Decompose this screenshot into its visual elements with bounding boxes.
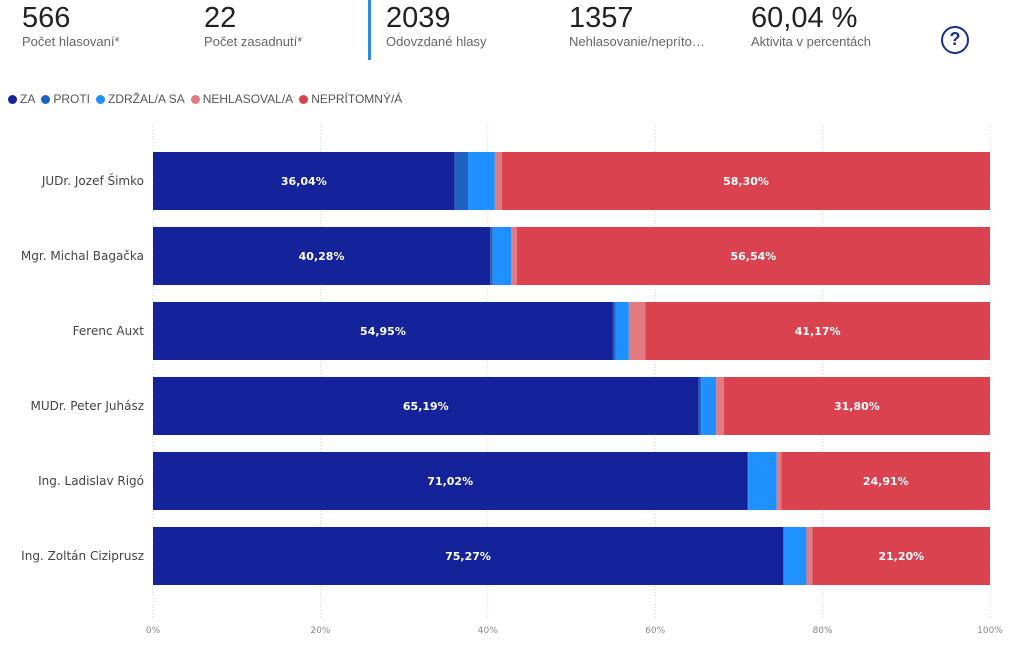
- kpi-activity-percent: 60,04 % Aktivita v percentách: [751, 2, 871, 50]
- bar-segment: [612, 302, 616, 360]
- legend-item-za[interactable]: ZA: [8, 92, 35, 106]
- legend-swatch: [8, 94, 17, 104]
- data-label: 31,80%: [834, 400, 880, 413]
- bar-segment: [776, 452, 782, 510]
- legend-label: ZDRŽAL/A SA: [108, 92, 185, 106]
- x-tick-label: 100%: [977, 626, 1003, 636]
- bar-segment: [615, 302, 629, 360]
- chart-legend: ZA PROTI ZDRŽAL/A SA NEHLASOVAL/A NEPRÍT…: [8, 90, 408, 108]
- kpi-cast-votes: 2039 Odovzdané hlasy: [386, 2, 486, 50]
- kpi-value: 60,04 %: [751, 2, 858, 34]
- bar-segment: [492, 227, 512, 285]
- category-label: Ing. Zoltán Ciziprusz: [21, 549, 144, 563]
- bar-segment: [490, 227, 493, 285]
- bar-segment: [645, 302, 990, 360]
- legend-swatch: [299, 94, 309, 104]
- bar-segment: [153, 227, 491, 285]
- legend-label: NEPRÍTOMNÝ/Á: [311, 92, 403, 106]
- bar-segment: [781, 452, 990, 510]
- bar-segment: [502, 152, 990, 210]
- bar-segment: [153, 152, 455, 210]
- bar-segment: [806, 527, 813, 585]
- bar-segment: [511, 227, 517, 285]
- kpi-label: Aktivita v percentách: [751, 34, 871, 49]
- legend-swatch: [96, 94, 106, 104]
- data-label: 71,02%: [427, 475, 473, 488]
- bar-segment: [516, 227, 990, 285]
- bar-segment: [628, 302, 646, 360]
- bar-segment: [153, 527, 784, 585]
- legend-swatch: [190, 94, 200, 104]
- bar-segment: [153, 302, 613, 360]
- bar-segment: [454, 152, 469, 210]
- x-tick-label: 0%: [146, 626, 161, 636]
- data-label: 58,30%: [723, 175, 769, 188]
- kpi-divider: [368, 0, 371, 60]
- data-label: 75,27%: [445, 550, 491, 563]
- x-tick-label: 80%: [813, 626, 833, 636]
- data-label: 36,04%: [281, 175, 327, 188]
- category-label: Ing. Ladislav Rigó: [38, 474, 144, 488]
- legend-item-nehlasoval[interactable]: NEHLASOVAL/A: [190, 92, 294, 106]
- bar-segment: [494, 152, 503, 210]
- bar-segment: [723, 377, 990, 435]
- legend-label: ZA: [20, 92, 36, 106]
- bar-segment: [698, 377, 702, 435]
- x-tick-label: 60%: [645, 626, 665, 636]
- kpi-vote-count: 566 Počet hlasovaní*: [22, 2, 120, 50]
- legend-item-zdrzal[interactable]: ZDRŽAL/A SA: [96, 92, 185, 106]
- kpi-value: 2039: [386, 2, 451, 34]
- bar-segment: [748, 452, 777, 510]
- kpi-value: 1357: [569, 2, 634, 34]
- kpi-strip: 566 Počet hlasovaní* 22 Počet zasadnutí*…: [0, 0, 1024, 62]
- bar-segment: [716, 377, 724, 435]
- bar-segment: [783, 527, 807, 585]
- data-label: 54,95%: [360, 325, 406, 338]
- data-label: 24,91%: [863, 475, 909, 488]
- legend-item-nepritomny[interactable]: NEPRÍTOMNÝ/Á: [299, 92, 402, 106]
- data-label: 56,54%: [730, 250, 776, 263]
- x-tick-label: 20%: [310, 626, 330, 636]
- legend-label: NEHLASOVAL/A: [202, 92, 294, 106]
- kpi-session-count: 22 Počet zasadnutí*: [204, 2, 302, 50]
- bar-segment: [812, 527, 990, 585]
- category-label: Mgr. Michal Bagačka: [21, 249, 144, 263]
- data-label: 40,28%: [299, 250, 345, 263]
- kpi-label: Počet hlasovaní*: [22, 34, 120, 49]
- data-label: 41,17%: [795, 325, 841, 338]
- data-label: 21,20%: [878, 550, 924, 563]
- help-icon[interactable]: ?: [941, 26, 969, 54]
- bar-segment: [783, 527, 784, 585]
- x-tick-label: 40%: [478, 626, 498, 636]
- data-label: 65,19%: [403, 400, 449, 413]
- category-label: MUDr. Peter Juhász: [30, 399, 144, 413]
- category-label: Ferenc Auxt: [73, 324, 145, 338]
- kpi-value: 22: [204, 2, 237, 34]
- kpi-label: Nehlasovanie/neprítо…: [569, 34, 705, 49]
- bar-segment: [153, 452, 748, 510]
- kpi-absent-count: 1357 Nehlasovanie/neprítо…: [569, 2, 705, 50]
- legend-swatch: [41, 94, 51, 104]
- bar-segment: [747, 452, 749, 510]
- legend-label: PROTI: [53, 92, 91, 106]
- kpi-label: Odovzdané hlasy: [386, 34, 487, 49]
- bar-segment: [153, 377, 699, 435]
- bar-segment: [701, 377, 717, 435]
- bar-segment: [468, 152, 495, 210]
- kpi-value: 566: [22, 2, 71, 34]
- legend-item-proti[interactable]: PROTI: [41, 92, 90, 106]
- category-label: JUDr. Jozef Šimko: [41, 173, 144, 188]
- kpi-label: Počet zasadnutí*: [204, 34, 303, 49]
